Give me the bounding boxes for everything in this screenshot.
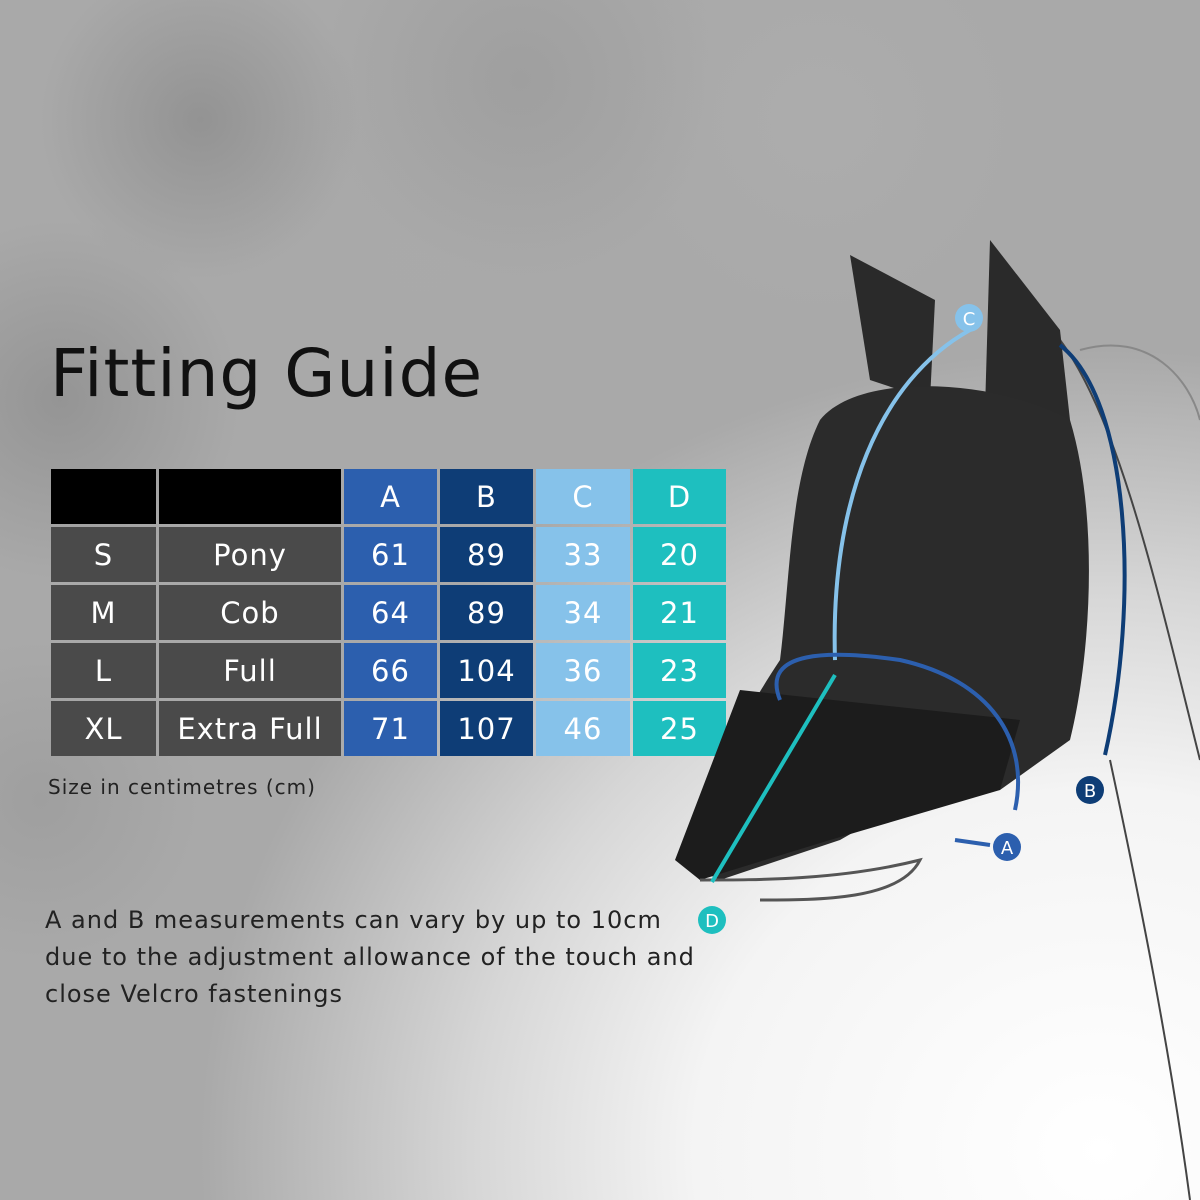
cell-c: 33: [536, 527, 630, 582]
cell-b: 89: [440, 527, 533, 582]
cell-b: 89: [440, 585, 533, 640]
table-row: XL Extra Full 71 107 46 25: [51, 701, 726, 756]
cell-b: 104: [440, 643, 533, 698]
header-blank: [159, 469, 341, 524]
cell-name: Cob: [159, 585, 341, 640]
cell-size: S: [51, 527, 156, 582]
cell-name: Extra Full: [159, 701, 341, 756]
throat-outline: [1109, 759, 1191, 1200]
label-c: C: [963, 309, 976, 330]
measure-a-line: [774, 652, 1021, 811]
mane: [1079, 344, 1200, 421]
cell-size: L: [51, 643, 156, 698]
cell-a: 64: [344, 585, 437, 640]
label-a: A: [1001, 838, 1014, 859]
header-blank: [51, 469, 156, 524]
cell-a: 61: [344, 527, 437, 582]
header-a: A: [344, 469, 437, 524]
right-ear: [985, 240, 1070, 420]
table-row: M Cob 64 89 34 21: [51, 585, 726, 640]
size-table: A B C D S Pony 61 89 33 20 M Cob 64 89 3…: [48, 466, 729, 759]
measure-a-arrow: [954, 838, 991, 847]
label-d: D: [705, 911, 719, 932]
measure-c-line: [832, 328, 971, 661]
cell-name: Full: [159, 643, 341, 698]
cell-size: M: [51, 585, 156, 640]
cell-name: Pony: [159, 527, 341, 582]
header-b: B: [440, 469, 533, 524]
header-d: D: [633, 469, 726, 524]
table-header-row: A B C D: [51, 469, 726, 524]
label-b: B: [1084, 781, 1096, 802]
header-c: C: [536, 469, 630, 524]
label-b-badge: [1076, 776, 1104, 804]
cell-a: 66: [344, 643, 437, 698]
measure-b-line: [1058, 343, 1127, 756]
measure-d-line: [710, 673, 837, 884]
nose-cover: [675, 690, 1020, 880]
cell-d: 25: [633, 701, 726, 756]
cell-d: 21: [633, 585, 726, 640]
cell-c: 46: [536, 701, 630, 756]
mouth-outline: [699, 857, 923, 902]
unit-note: Size in centimetres (cm): [48, 775, 316, 799]
cell-a: 71: [344, 701, 437, 756]
left-ear: [850, 255, 935, 400]
label-c-badge: [955, 304, 983, 332]
table-row: L Full 66 104 36 23: [51, 643, 726, 698]
cell-d: 23: [633, 643, 726, 698]
cell-size: XL: [51, 701, 156, 756]
description-text: A and B measurements can vary by up to 1…: [45, 906, 695, 1008]
label-a-badge: [993, 833, 1021, 861]
page-title: Fitting Guide: [50, 335, 484, 412]
cell-c: 34: [536, 585, 630, 640]
cell-d: 20: [633, 527, 726, 582]
cell-c: 36: [536, 643, 630, 698]
cell-b: 107: [440, 701, 533, 756]
table-row: S Pony 61 89 33 20: [51, 527, 726, 582]
neck-outline: [1059, 339, 1200, 761]
label-d-badge: [698, 906, 726, 934]
